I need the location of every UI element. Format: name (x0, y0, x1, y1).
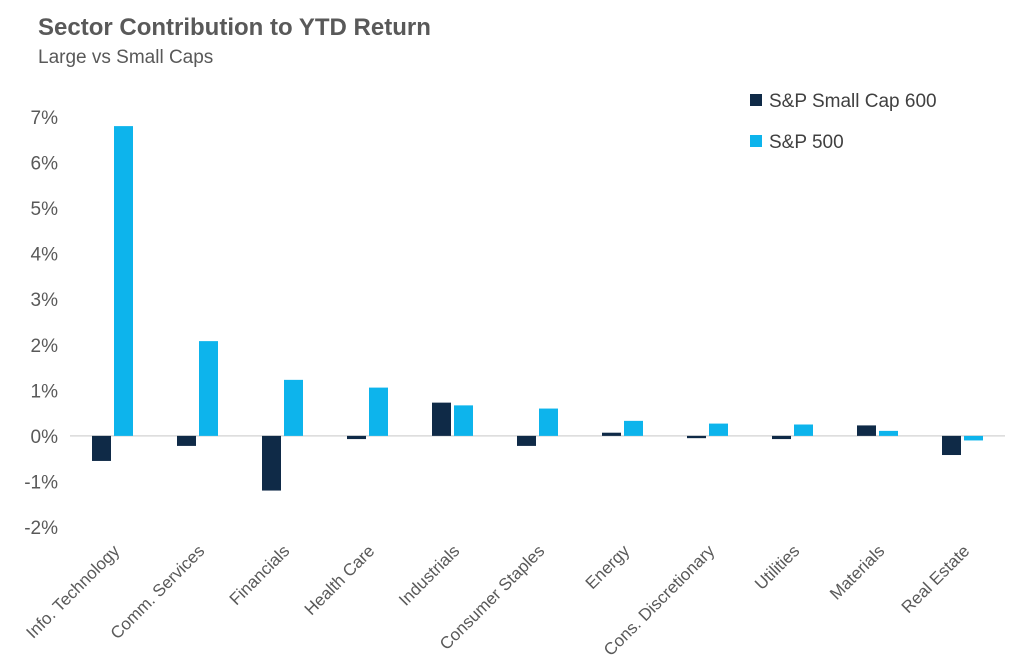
x-tick-label: Utilities (751, 541, 803, 593)
bar-small-cap-600 (857, 425, 876, 436)
legend-label: S&P Small Cap 600 (769, 91, 937, 112)
legend: S&P Small Cap 600 S&P 500 (750, 91, 937, 153)
bar-sp500 (284, 379, 303, 436)
chart-subtitle: Large vs Small Caps (38, 47, 214, 68)
bar-sp500 (114, 126, 133, 436)
bar-small-cap-600 (262, 435, 281, 491)
y-tick-label: 1% (31, 381, 59, 402)
x-tick-label: Real Estate (898, 541, 974, 617)
bar-small-cap-600 (92, 435, 111, 461)
y-tick-label: 0% (31, 427, 59, 448)
bar-small-cap-600 (602, 432, 621, 436)
x-tick-label: Industrials (395, 541, 463, 609)
x-tick-label: Financials (226, 541, 294, 609)
x-tick-label: Health Care (301, 541, 379, 619)
y-tick-label: 5% (31, 199, 59, 220)
bar-sp500 (709, 423, 728, 436)
x-tick-label: Materials (826, 541, 888, 603)
bar-small-cap-600 (942, 435, 961, 456)
bar-sp500 (199, 341, 218, 436)
bar-sp500 (454, 405, 473, 436)
x-tick-label: Comm. Services (107, 541, 209, 643)
y-tick-label: 3% (31, 290, 59, 311)
bar-sp500 (879, 430, 898, 436)
bar-small-cap-600 (432, 402, 451, 436)
y-tick-label: 7% (31, 108, 59, 129)
y-tick-label: 2% (31, 336, 59, 357)
bar-series (92, 126, 983, 491)
legend-swatch (750, 135, 762, 147)
y-axis: -2% -1% 0% 1% 2% 3% 4% 5% 6% 7% (24, 108, 58, 539)
bar-sp500 (369, 387, 388, 436)
bar-small-cap-600 (772, 435, 791, 440)
bar-small-cap-600 (517, 435, 536, 446)
bar-sp500 (964, 435, 983, 441)
y-tick-label: 4% (31, 245, 59, 266)
bar-sp500 (539, 408, 558, 436)
chart-title: Sector Contribution to YTD Return (38, 14, 431, 41)
bar-small-cap-600 (347, 435, 366, 440)
bar-sp500 (624, 420, 643, 436)
x-tick-label: Energy (582, 541, 634, 593)
y-tick-label: -1% (24, 472, 58, 493)
y-tick-label: -2% (24, 518, 58, 539)
bar-sp500 (794, 424, 813, 436)
bar-small-cap-600 (177, 435, 196, 446)
legend-swatch (750, 94, 762, 106)
bar-small-cap-600 (687, 435, 706, 439)
y-tick-label: 6% (31, 154, 59, 175)
legend-label: S&P 500 (769, 132, 844, 153)
